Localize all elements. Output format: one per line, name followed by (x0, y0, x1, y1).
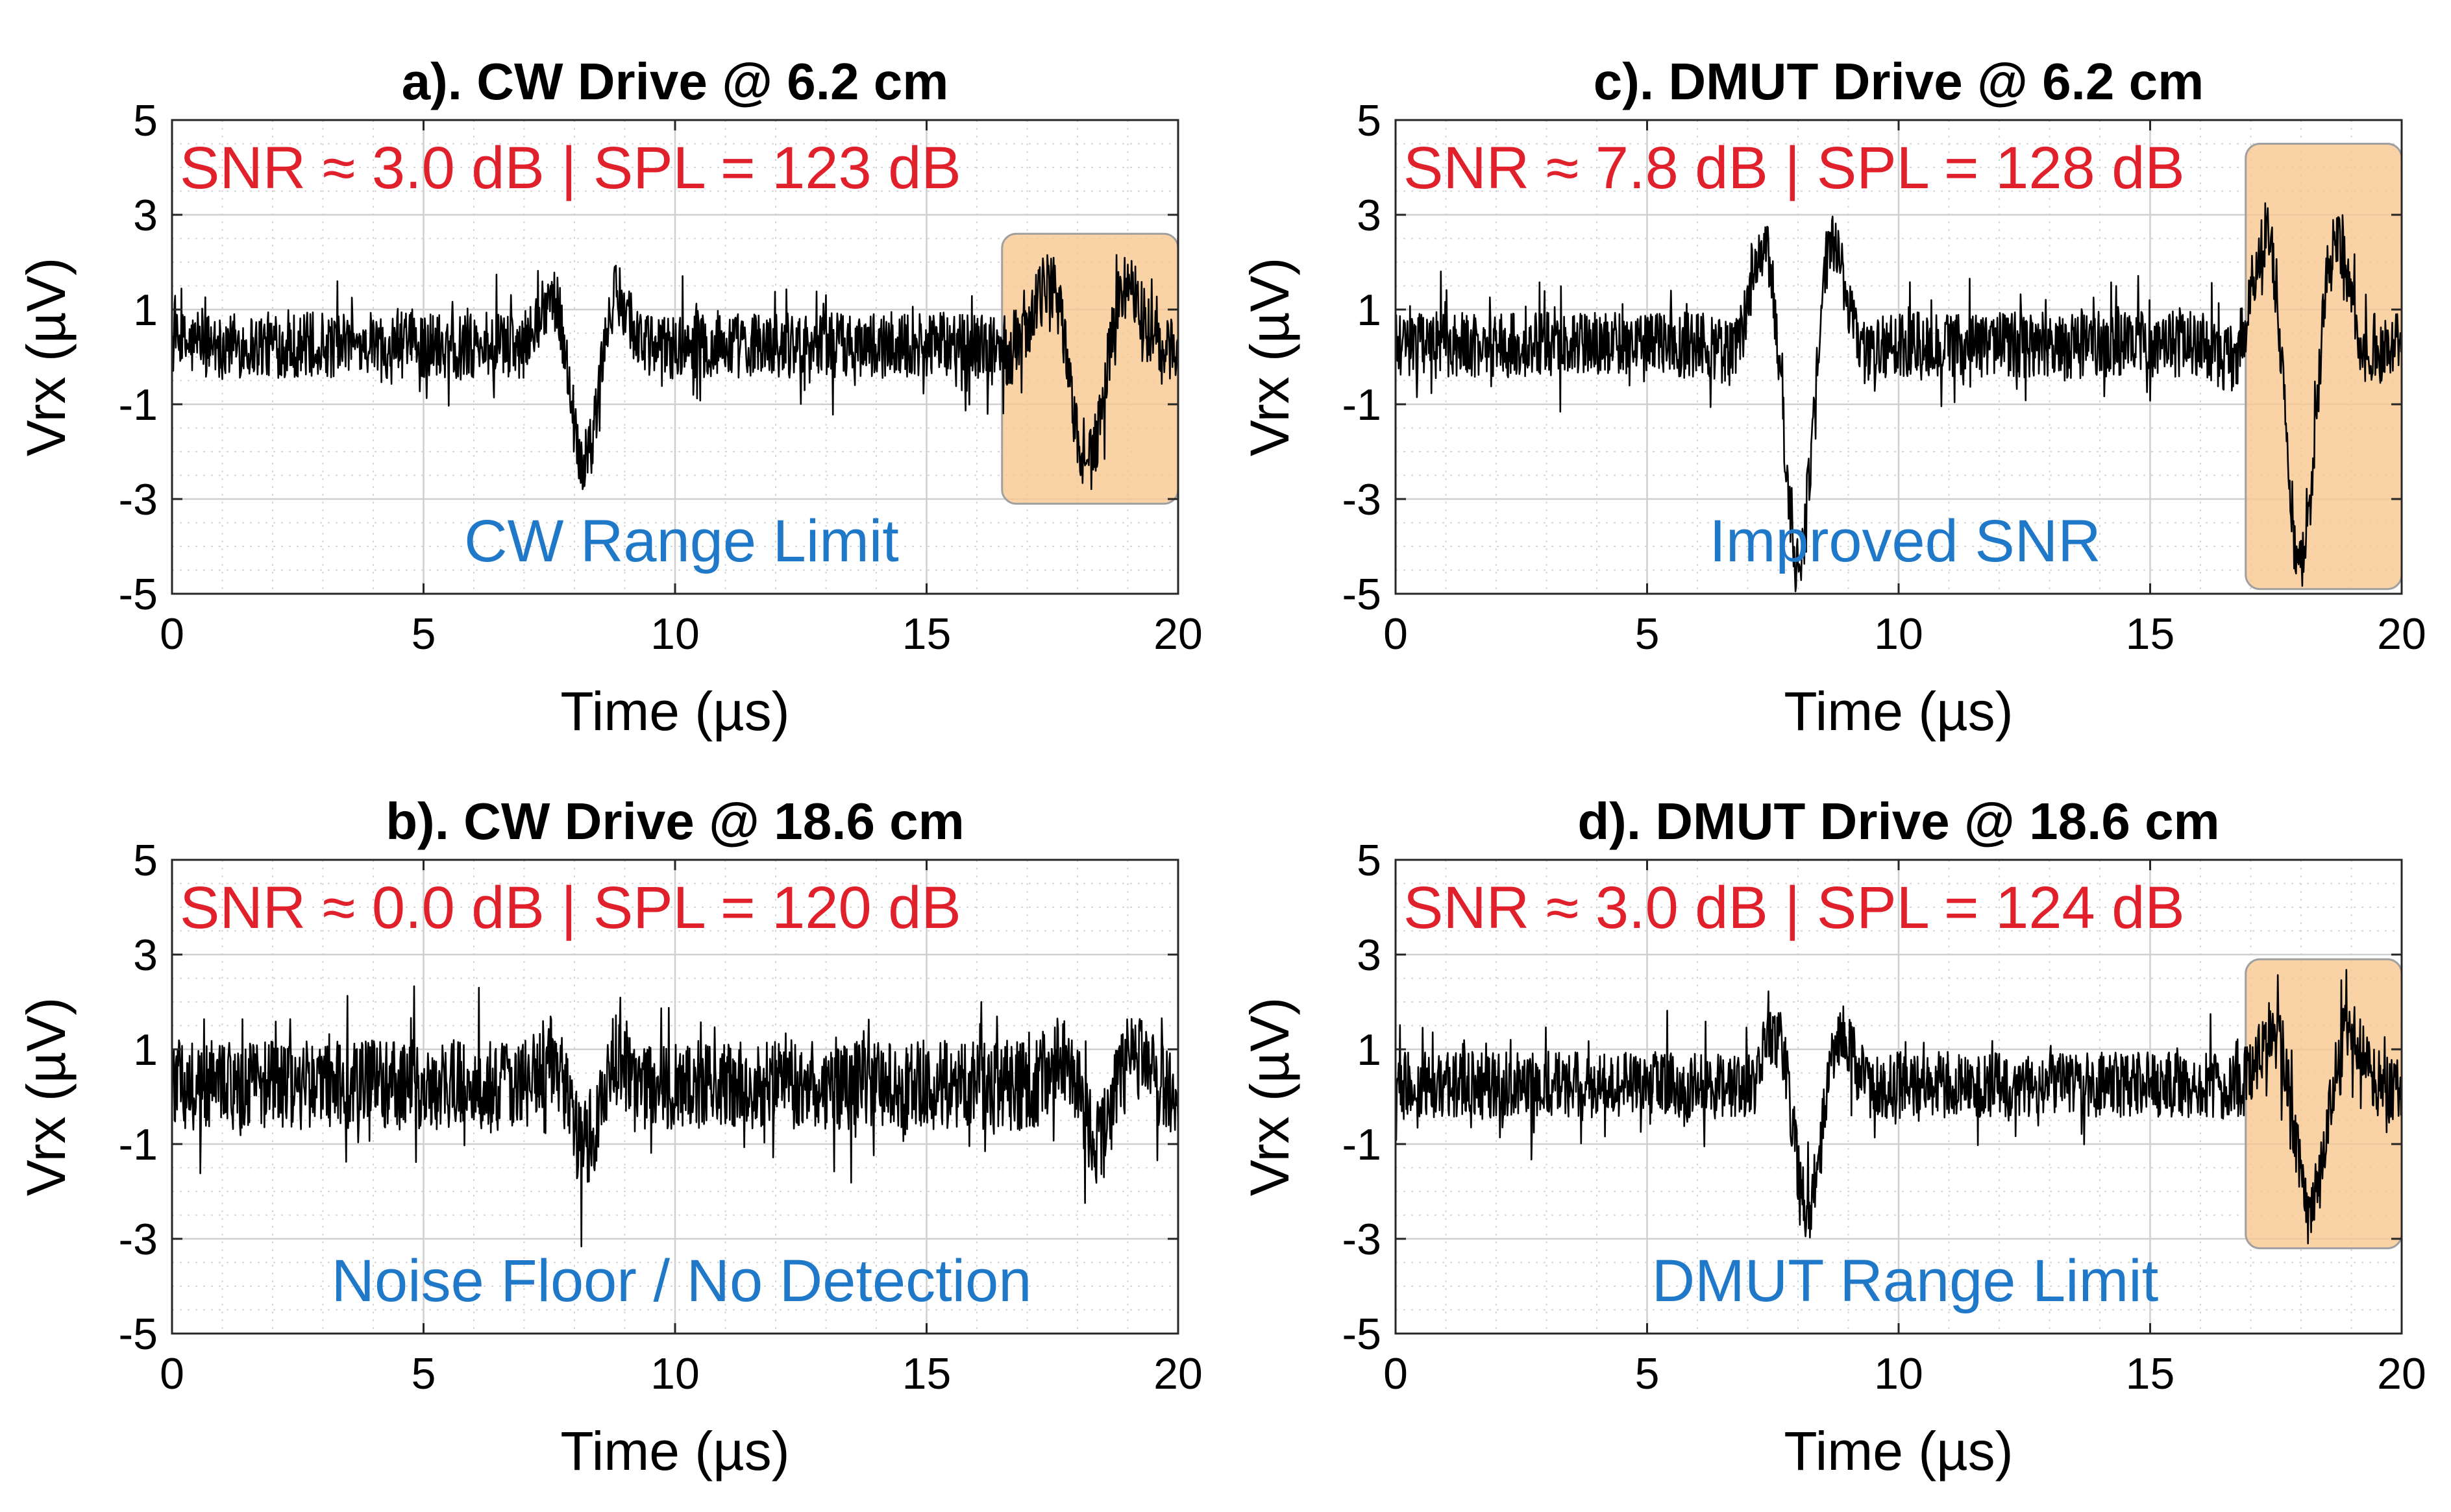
x-tick-label: 10 (650, 1349, 700, 1398)
y-tick-label: 3 (1357, 931, 1381, 980)
x-tick-label: 20 (2377, 609, 2426, 659)
x-tick-label: 10 (1874, 609, 1923, 659)
y-tick-label: 3 (133, 191, 158, 240)
subplot-c: 0 5 10 15 20 -5 -3 -1 1 3 5 c). DMUT Drive @ 6.2 cm… (1239, 53, 2426, 742)
range-annotation: DMUT Range Limit (1652, 1248, 2159, 1314)
y-tick-label: -3 (1342, 475, 1381, 524)
y-tick-label: 1 (133, 1025, 158, 1075)
highlight-region (1001, 232, 1179, 505)
chart-title: b). CW Drive @ 18.6 cm (386, 792, 965, 850)
highlight-region (2245, 143, 2403, 591)
signal-trace (171, 985, 1179, 1248)
signal-trace (1394, 202, 2403, 592)
chart-title: d). DMUT Drive @ 18.6 cm (1577, 792, 2219, 850)
x-axis-label: Time (µs) (560, 1421, 789, 1482)
x-tick-label: 0 (160, 1349, 184, 1398)
x-tick-label: 20 (2377, 1349, 2426, 1398)
x-tick-label: 15 (2126, 1349, 2175, 1398)
y-tick-label: 5 (133, 836, 158, 885)
x-tick-label: 10 (1874, 1349, 1923, 1398)
y-tick-label: -5 (1342, 570, 1381, 619)
minor-grid (1396, 860, 2402, 1334)
x-tick-label: 15 (902, 1349, 952, 1398)
y-tick-label: -1 (1342, 380, 1381, 430)
x-tick-label: 10 (650, 609, 700, 659)
x-tick-label: 5 (412, 1349, 436, 1398)
y-tick-label: -1 (1342, 1120, 1381, 1169)
y-tick-label: 3 (1357, 191, 1381, 240)
x-tick-label: 0 (1383, 609, 1408, 659)
x-axis-label: Time (µs) (1784, 1421, 2013, 1482)
x-tick-label: 5 (1635, 609, 1660, 659)
signal-trace (1394, 969, 2403, 1245)
x-axis-label: Time (µs) (560, 681, 789, 742)
y-axis-label: Vrx (µV) (1239, 258, 1300, 457)
x-tick-label: 20 (1153, 609, 1203, 659)
minor-grid (172, 120, 1178, 594)
chart-title: c). DMUT Drive @ 6.2 cm (1594, 53, 2204, 110)
y-tick-label: 1 (1357, 286, 1381, 335)
snr-annotation: SNR ≈ 3.0 dB | SPL = 124 dB (1403, 875, 2185, 941)
chart-title: a). CW Drive @ 6.2 cm (402, 53, 949, 110)
y-tick-label: 1 (1357, 1025, 1381, 1075)
y-tick-label: 1 (133, 286, 158, 335)
y-tick-label: -3 (119, 1215, 158, 1264)
x-tick-label: 5 (412, 609, 436, 659)
range-annotation: Improved SNR (1709, 508, 2100, 574)
y-axis-label: Vrx (µV) (1239, 997, 1300, 1197)
y-axis-label: Vrx (µV) (16, 258, 77, 457)
x-tick-label: 15 (902, 609, 952, 659)
y-axis-label: Vrx (µV) (16, 997, 77, 1197)
y-tick-label: -5 (119, 570, 158, 619)
x-tick-label: 0 (1383, 1349, 1408, 1398)
y-tick-label: 5 (1357, 836, 1381, 885)
range-annotation: Noise Floor / No Detection (332, 1248, 1032, 1314)
x-tick-label: 15 (2126, 609, 2175, 659)
minor-grid (172, 860, 1178, 1334)
subplot-d: 0 5 10 15 20 -5 -3 -1 1 3 5 d). DMUT Drive @ 18.6 c… (1239, 792, 2426, 1482)
x-axis-label: Time (µs) (1784, 681, 2013, 742)
subplot-b: 0 5 10 15 20 -5 -3 -1 1 3 5 b). CW Drive @ 18.6 cm T… (16, 792, 1203, 1482)
y-tick-label: -5 (1342, 1310, 1381, 1359)
y-tick-label: 5 (133, 96, 158, 145)
x-tick-label: 5 (1635, 1349, 1660, 1398)
snr-annotation: SNR ≈ 0.0 dB | SPL = 120 dB (180, 875, 961, 941)
y-tick-label: 3 (133, 931, 158, 980)
snr-annotation: SNR ≈ 7.8 dB | SPL = 128 dB (1403, 135, 2185, 201)
y-tick-label: 5 (1357, 96, 1381, 145)
subplot-a: 0 5 10 15 20 -5 -3 -1 1 3 5 a). CW Drive @ 6.2 cm Ti… (16, 53, 1203, 742)
y-tick-label: -1 (119, 380, 158, 430)
y-tick-label: -3 (1342, 1215, 1381, 1264)
snr-annotation: SNR ≈ 3.0 dB | SPL = 123 dB (180, 135, 961, 201)
signal-trace (171, 254, 1179, 491)
y-tick-label: -5 (119, 1310, 158, 1359)
range-annotation: CW Range Limit (464, 508, 899, 574)
y-tick-label: -3 (119, 475, 158, 524)
x-tick-label: 0 (160, 609, 184, 659)
y-tick-label: -1 (119, 1120, 158, 1169)
x-tick-label: 20 (1153, 1349, 1203, 1398)
